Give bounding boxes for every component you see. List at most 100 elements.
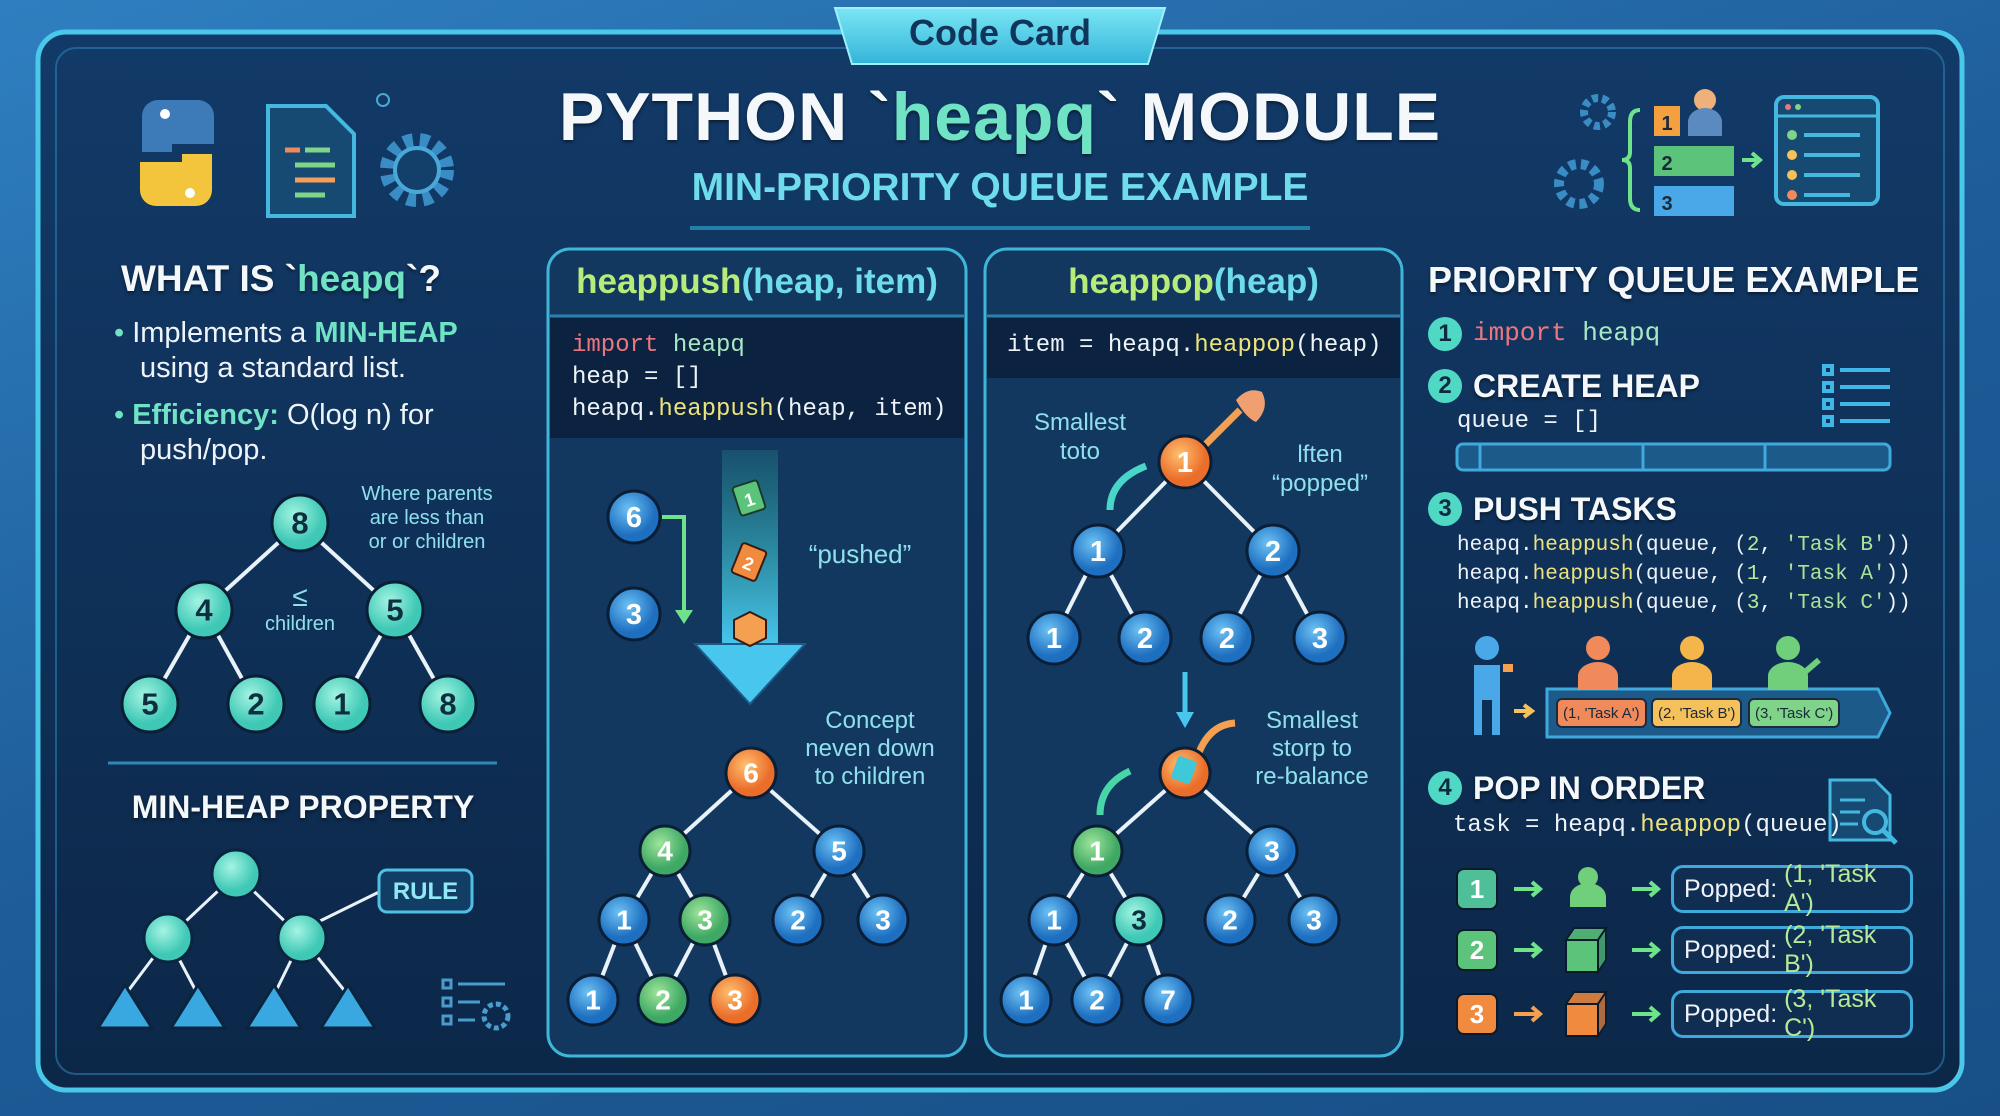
tree-node: [1199, 610, 1255, 666]
popped-value: (2, 'Task B'): [1784, 921, 1877, 978]
code-token: ,: [1759, 592, 1785, 615]
code-line: heapq.heappush(queue, (3, 'Task C')): [1457, 589, 1911, 618]
title-args: (heap): [1213, 262, 1319, 301]
what-is-heading: WHAT IS `heapq`?: [121, 258, 441, 300]
step1-badge: 1: [1428, 317, 1462, 351]
tree-node-value: 5: [386, 593, 403, 628]
tree-node-value: 1: [1046, 623, 1062, 655]
code-token: ,: [1759, 534, 1785, 557]
min-heap-property-diagram: [95, 848, 380, 1030]
page-title: PYTHON `heapq` MODULE: [0, 78, 2000, 156]
code-line: heapq.heappush(queue, (1, 'Task A')): [1457, 560, 1911, 589]
tree-node: [226, 674, 286, 734]
tree-node: [365, 580, 425, 640]
label-line: “popped”: [1271, 470, 1369, 497]
code-token: import: [572, 332, 659, 359]
rule-badge: RULE: [392, 878, 459, 905]
code-token: )): [1885, 592, 1911, 615]
title-function: heappop: [1068, 262, 1214, 301]
pop-order-number: 1: [1456, 868, 1498, 910]
tree-node-value: 1: [1177, 447, 1193, 479]
popped-result: Popped: (3, 'Task C'): [1671, 985, 1913, 1042]
title-args: (heap, item): [741, 262, 938, 301]
hand-icon: [1236, 390, 1265, 422]
tree-node: [1245, 824, 1299, 878]
label-line: to children: [814, 763, 926, 790]
tree-node: [1203, 893, 1257, 947]
tree-node: [1070, 973, 1124, 1027]
tree-node: [1070, 523, 1126, 579]
code-token: )): [1885, 534, 1911, 557]
page-subtitle: MIN-PRIORITY QUEUE EXAMPLE: [691, 166, 1309, 209]
smallest-label: Smallest toto: [1010, 408, 1150, 466]
bullet-text: Implements a: [132, 317, 315, 349]
caption-line: Where parents: [361, 483, 493, 505]
code-token: heappush: [1532, 534, 1634, 557]
code-line: heapq.heappush(queue, (2, 'Task B')): [1457, 531, 1911, 560]
title-suffix: ` MODULE: [1096, 79, 1442, 155]
tree-node: [812, 824, 866, 878]
tree-node: [638, 824, 692, 878]
tree-node: [1117, 610, 1173, 666]
tree-node-value: 4: [657, 836, 673, 867]
heading-suffix: `?: [406, 258, 441, 299]
heappop-code-block: item = heapq.heappop(heap): [1007, 330, 1381, 362]
popped-result: Popped: (2, 'Task B'): [1671, 921, 1913, 978]
code-token: item = heapq.: [1007, 332, 1195, 359]
swap-marker-icon: [1171, 756, 1197, 784]
code-token: queue = []: [1457, 408, 1602, 435]
empty-queue-bar: [1455, 442, 1892, 472]
min-heap-property-heading: MIN-HEAP PROPERTY: [131, 789, 475, 825]
pop-order-number: 2: [1456, 929, 1498, 971]
code-token: heapq.: [572, 396, 659, 423]
code-token: ,: [1759, 563, 1785, 586]
step2-code: queue = []: [1457, 408, 1601, 435]
step2-title: CREATE HEAP: [1473, 368, 1700, 404]
tree-node-value: 3: [1264, 836, 1280, 867]
code-token: 'Task B': [1784, 534, 1886, 557]
concept-label: Concept neven down to children: [785, 707, 955, 791]
heappush-code-block: import heapq heap = [] heapq.heappush(heap…: [572, 330, 946, 426]
step1-code: import heapq: [1473, 318, 1660, 348]
tree-node: [1292, 610, 1348, 666]
tree-node: [120, 674, 180, 734]
tree-node-value: 2: [1222, 905, 1238, 936]
svg-text:1: 1: [1661, 113, 1672, 135]
code-token: )): [1885, 563, 1911, 586]
tree-node-value: 8: [439, 687, 456, 722]
label-line: Smallest: [1033, 409, 1127, 436]
document-search-icon: [1828, 778, 1898, 845]
tree-node-value: 5: [831, 836, 847, 867]
tree-node: [856, 893, 910, 947]
bullet-text: using a standard list.: [140, 352, 406, 384]
tree-node-value: 7: [1160, 985, 1176, 1016]
queue-item: (2, 'Task B'): [1651, 698, 1743, 728]
title-prefix: PYTHON `: [558, 79, 892, 155]
code-line: heap = []: [572, 362, 946, 394]
code-token: heapq.: [1457, 592, 1533, 615]
code-token: heappush: [1532, 563, 1634, 586]
document-icon: [266, 104, 356, 218]
tree-node-value: 1: [333, 687, 350, 722]
tree-node: [1245, 523, 1301, 579]
step2-badge: 2: [1428, 369, 1462, 403]
tree-node-value: 3: [1312, 623, 1328, 655]
person-icon: [1570, 867, 1606, 907]
popped-prefix: Popped:: [1684, 874, 1785, 903]
tree-node: [708, 973, 762, 1027]
tree-node: [771, 893, 825, 947]
tree-node-value: 3: [1306, 905, 1322, 936]
svg-text:3: 3: [1661, 193, 1672, 215]
tree-node-value: 6: [743, 758, 759, 789]
popped-prefix: Popped:: [1684, 999, 1785, 1028]
code-token: 3: [1746, 592, 1760, 615]
code-token: (heap): [1295, 332, 1382, 359]
code-line: import heapq: [572, 330, 946, 362]
box-icon: [1564, 924, 1608, 976]
code-token: heappop: [1194, 332, 1296, 359]
tree-node-value: 3: [626, 599, 642, 631]
tree-node-value: 3: [875, 905, 891, 936]
settings-list-icon: [441, 978, 511, 1031]
code-line: heapq.heappush(heap, item): [572, 394, 946, 426]
